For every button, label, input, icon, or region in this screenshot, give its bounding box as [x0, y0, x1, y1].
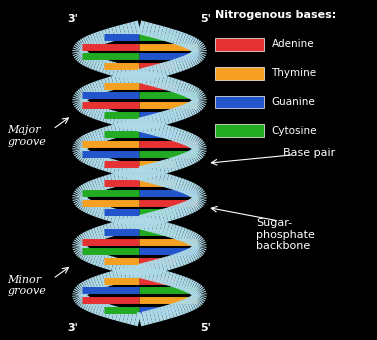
Text: 5': 5'	[201, 14, 211, 24]
Bar	[215, 96, 264, 108]
Text: 3': 3'	[68, 323, 78, 333]
Text: 5': 5'	[201, 323, 211, 333]
Text: Base pair: Base pair	[283, 148, 335, 158]
Bar	[215, 67, 264, 80]
Text: Adenine: Adenine	[271, 39, 314, 49]
Text: Major
groove: Major groove	[8, 125, 46, 147]
Text: Guanine: Guanine	[271, 97, 315, 107]
Bar	[215, 38, 264, 51]
Text: Thymine: Thymine	[271, 68, 317, 78]
Text: Nitrogenous bases:: Nitrogenous bases:	[215, 10, 336, 20]
Text: 3': 3'	[68, 14, 78, 24]
Bar	[215, 124, 264, 137]
Text: Minor
groove: Minor groove	[8, 275, 46, 296]
Text: Cytosine: Cytosine	[271, 126, 317, 136]
Text: Sugar-
phosphate
backbone: Sugar- phosphate backbone	[256, 218, 315, 251]
